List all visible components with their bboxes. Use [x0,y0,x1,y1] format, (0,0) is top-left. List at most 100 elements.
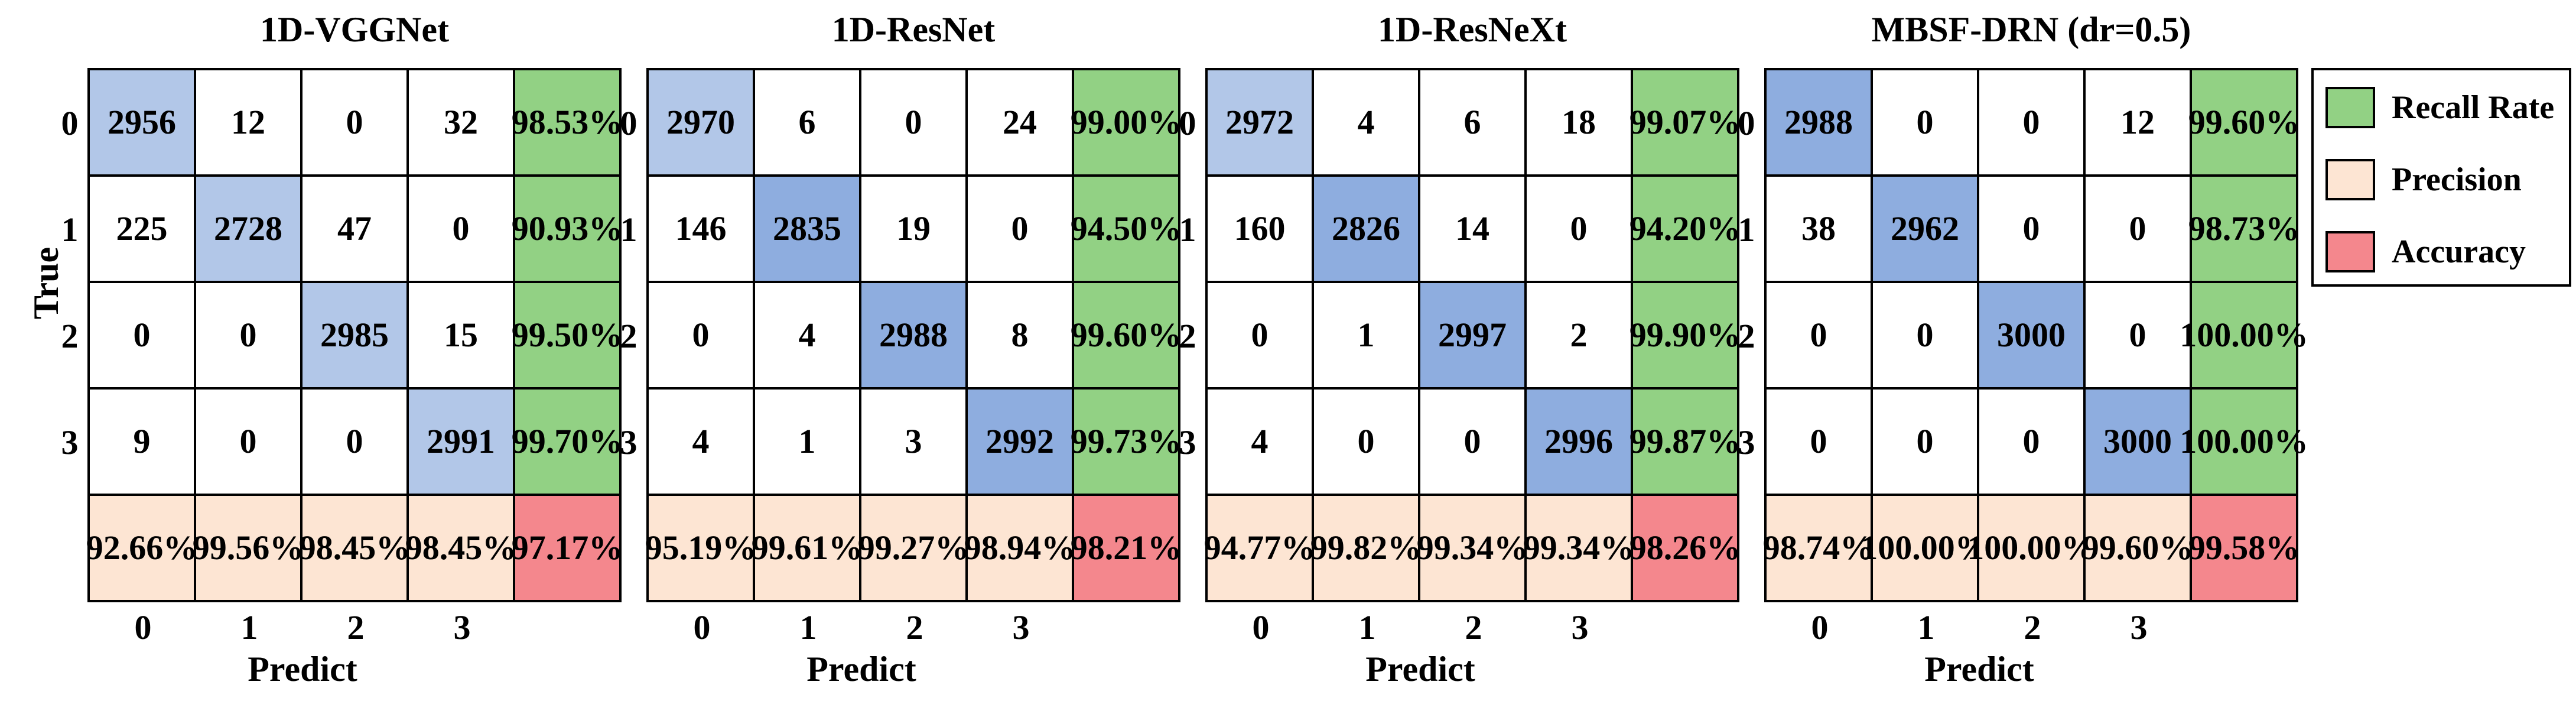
matrix-cell-diagonal: 2728 [196,177,303,283]
x-tick-label: 2 [2024,608,2041,647]
matrix-cell: 0 [409,177,515,283]
matrix-cell-diagonal: 2970 [649,70,755,177]
matrix-cell-diagonal: 2826 [1314,177,1420,283]
y-tick-label: 1 [1179,210,1196,249]
legend: Recall Rate Precision Accuracy [2311,68,2571,287]
matrix-cell: 12 [2086,70,2192,177]
matrix-cell: 2 [1527,283,1633,390]
matrix-grid: 2956 12 0 32 98.53% 225 2728 47 0 90.93% 0 0 2985 15 9… [86,68,623,602]
matrix-cell: 15 [409,283,515,390]
matrix-cell: 0 [861,70,968,177]
x-tick-label: 3 [1571,608,1589,647]
recall-cell: 99.60% [2188,70,2299,177]
matrix-cell: 3 [861,390,968,496]
matrix-cell: 0 [303,70,409,177]
recall-cell: 90.93% [512,177,623,283]
matrix-cell: 0 [968,177,1074,283]
matrix-cell-diagonal: 3000 [2086,390,2192,496]
legend-label-accuracy: Accuracy [2392,233,2526,270]
recall-cell: 99.50% [512,283,623,390]
matrix-cell-diagonal: 2835 [755,177,861,283]
y-tick-label: 3 [620,423,638,462]
matrix-cell: 0 [1314,390,1420,496]
recall-cell: 99.90% [1629,283,1741,390]
matrix-cell: 38 [1767,177,1873,283]
matrix-cell: 0 [1873,390,1979,496]
y-tick-label: 1 [620,210,638,249]
precision-cell: 99.82% [1310,496,1422,602]
matrix-cell-diagonal: 2985 [303,283,409,390]
matrix-cell: 4 [1208,390,1314,496]
legend-swatch-precision [2325,159,2375,200]
matrix-cell: 0 [1979,70,2086,177]
x-tick-label: 0 [693,608,711,647]
y-tick-label: 1 [61,210,79,249]
x-tick-label: 3 [2130,608,2148,647]
y-tick-label: 2 [1738,317,1755,355]
matrix-cell: 4 [1314,70,1420,177]
recall-cell: 94.20% [1629,177,1741,283]
precision-cell: 99.61% [752,496,863,602]
x-tick-label: 2 [1465,608,1482,647]
matrix-cell: 0 [1767,390,1873,496]
precision-cell: 99.34% [1417,496,1528,602]
panel-title: 1D-ResNeXt [1378,10,1567,49]
y-tick-label: 0 [61,104,79,142]
recall-cell: 99.00% [1071,70,1182,177]
matrix-cell: 12 [196,70,303,177]
matrix-cell: 1 [1314,283,1420,390]
matrix-cell-diagonal: 2992 [968,390,1074,496]
y-tick-label: 0 [1179,104,1196,142]
x-axis-label: Predict [1365,650,1475,689]
matrix-cell: 6 [755,70,861,177]
matrix-cell-diagonal: 2956 [90,70,196,177]
matrix-cell: 9 [90,390,196,496]
y-tick-label: 2 [620,317,638,355]
matrix-grid: 2972 4 6 18 99.07% 160 2826 14 0 94.20% 0 1 2997 2 99.… [1204,68,1741,602]
legend-swatch-accuracy [2325,231,2375,272]
matrix-cell-diagonal: 2962 [1873,177,1979,283]
matrix-cell: 0 [1979,390,2086,496]
legend-label-precision: Precision [2392,161,2522,198]
x-axis-label: Predict [248,650,357,689]
y-tick-label: 3 [1179,423,1196,462]
x-axis-label: Predict [806,650,916,689]
legend-item-precision: Precision [2314,153,2569,206]
matrix-cell: 160 [1208,177,1314,283]
matrix-grid: 2988 0 0 12 99.60% 38 2962 0 0 98.73% 0 0 3000 0 100.0… [1763,68,2308,602]
matrix-cell: 1 [755,390,861,496]
panel-title: MBSF-DRN (dr=0.5) [1871,10,2191,49]
legend-item-recall: Recall Rate [2314,81,2569,134]
matrix-cell: 47 [303,177,409,283]
matrix-cell: 0 [1873,283,1979,390]
recall-cell: 99.60% [1071,283,1182,390]
precision-cell: 98.94% [964,496,1075,602]
matrix-cell: 0 [1873,70,1979,177]
matrix-cell: 146 [649,177,755,283]
matrix-cell-diagonal: 2972 [1208,70,1314,177]
precision-cell: 100.0 0% [1967,496,2096,602]
matrix-cell: 19 [861,177,968,283]
x-tick-label: 3 [453,608,471,647]
matrix-cell: 0 [1420,390,1527,496]
matrix-cell: 6 [1420,70,1527,177]
recall-cell: 94.50% [1071,177,1182,283]
x-tick-label: 2 [906,608,923,647]
matrix-cell-diagonal: 2997 [1420,283,1527,390]
accuracy-cell: 98.21% [1071,496,1182,602]
precision-cell: 92.66% [86,496,197,602]
precision-cell: 99.60% [2082,496,2193,602]
recall-cell: 98.73% [2188,177,2299,283]
matrix-cell-diagonal: 2996 [1527,390,1633,496]
x-tick-label: 1 [799,608,817,647]
x-tick-label: 2 [347,608,365,647]
x-tick-label: 1 [240,608,258,647]
matrix-cell: 18 [1527,70,1633,177]
x-tick-label: 0 [1252,608,1270,647]
precision-cell: 99.56% [193,496,304,602]
y-tick-label: 1 [1738,210,1755,249]
x-tick-label: 1 [1917,608,1935,647]
matrix-cell: 0 [1767,283,1873,390]
recall-cell: 100.0 0% [2180,390,2308,496]
matrix-cell: 225 [90,177,196,283]
